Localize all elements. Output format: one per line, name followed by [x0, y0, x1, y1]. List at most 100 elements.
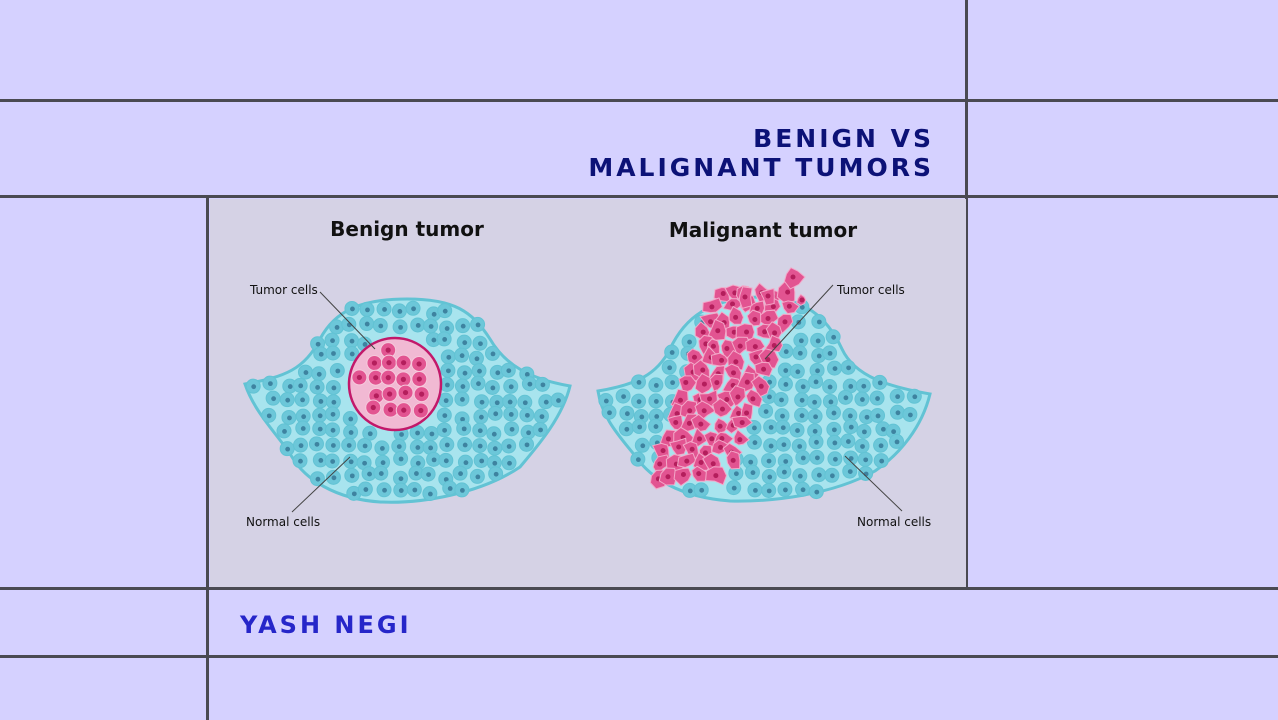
normal-cell-nucleus	[783, 349, 789, 355]
malignant-tumor-nucleus	[665, 436, 671, 442]
normal-cell-nucleus	[350, 306, 355, 312]
malignant-tumor-nucleus	[742, 294, 748, 300]
normal-cell-nucleus	[493, 471, 499, 477]
normal-cell-nucleus	[783, 487, 788, 493]
tumor-cell-nucleus	[387, 407, 394, 413]
normal-cell-nucleus	[767, 394, 772, 400]
normal-cell-nucleus	[524, 442, 530, 448]
benign-tumor-cells	[351, 342, 430, 419]
tumor-cell-nucleus	[385, 347, 391, 353]
tumor-cell-nucleus	[385, 375, 391, 381]
tumor-cell-nucleus	[370, 404, 376, 411]
normal-cell-nucleus	[475, 322, 481, 328]
normal-cell-nucleus	[863, 471, 869, 477]
malignant-tumor-cell	[673, 467, 692, 487]
normal-cell-nucleus	[766, 488, 772, 494]
malignant-tumor-nucleus	[761, 366, 767, 372]
normal-cell-nucleus	[442, 337, 448, 342]
normal-cell-nucleus	[894, 439, 900, 445]
normal-cell-nucleus	[490, 385, 496, 391]
normal-cell-nucleus	[415, 445, 421, 450]
normal-cell-nucleus	[653, 383, 659, 388]
normal-cell-nucleus	[443, 458, 449, 464]
normal-cell-nucleus	[832, 440, 838, 446]
normal-cell-nucleus	[382, 307, 387, 312]
tumor-cell-nucleus	[373, 393, 379, 399]
malignant-tumor-nucleus	[762, 329, 768, 335]
normal-cell-nucleus	[653, 399, 659, 404]
normal-cell-nucleus	[335, 368, 341, 374]
malignant-tumor-nucleus	[657, 461, 663, 467]
normal-cell-nucleus	[907, 412, 913, 418]
normal-cell-nucleus	[831, 427, 837, 433]
normal-cell-nucleus	[878, 443, 884, 449]
tumor-cell-nucleus	[400, 360, 407, 366]
malignant-tumor-nucleus	[724, 346, 730, 352]
normal-cell-nucleus	[367, 431, 373, 437]
normal-cell-nucleus	[522, 400, 528, 406]
malignant-tumor-nucleus	[703, 341, 709, 347]
page-title-line1: BENIGN VS	[753, 124, 934, 153]
normal-cell-nucleus	[431, 457, 437, 463]
normal-cell-nucleus	[880, 426, 886, 432]
normal-cell-nucleus	[399, 432, 404, 437]
normal-cell-nucleus	[895, 394, 901, 400]
normal-cell-nucleus	[494, 400, 500, 406]
normal-cell-nucleus	[768, 443, 774, 449]
normal-cell-nucleus	[538, 427, 543, 433]
malignant-tumor-leader-line	[764, 284, 834, 360]
malignant-tumor-nucleus	[732, 290, 738, 296]
malignant-tumor-nucleus	[687, 408, 693, 414]
normal-cell-nucleus	[398, 488, 404, 493]
normal-cell-nucleus	[543, 399, 549, 405]
malignant-tumor-nucleus	[719, 436, 725, 442]
normal-cell-nucleus	[442, 427, 448, 433]
normal-cell-nucleus	[767, 474, 773, 480]
benign-title: Benign tumor	[330, 217, 484, 241]
normal-cell-nucleus	[285, 446, 291, 452]
normal-cell-nucleus	[330, 338, 335, 344]
normal-cell-nucleus	[478, 414, 484, 420]
normal-cell-nucleus	[314, 441, 320, 447]
malignant-tumor-nucleus	[785, 289, 791, 295]
normal-cell-nucleus	[816, 472, 822, 478]
normal-cell-nucleus	[460, 416, 465, 422]
tumor-cell-nucleus	[356, 374, 362, 381]
normal-cell-nucleus	[462, 340, 468, 346]
normal-cell-nucleus	[287, 415, 292, 421]
malignant-tumor-nucleus	[709, 436, 715, 442]
normal-cell-nucleus	[781, 442, 787, 448]
malignant-tumor-nucleus	[790, 274, 796, 280]
normal-cell-nucleus	[364, 321, 370, 327]
normal-cell-nucleus	[362, 443, 368, 449]
normal-cell-nucleus	[877, 380, 883, 386]
normal-cell-nucleus	[492, 460, 498, 466]
normal-cell-nucleus	[687, 339, 692, 345]
normal-cell-nucleus	[763, 409, 769, 414]
malignant-tumor-nucleus	[700, 367, 706, 373]
normal-cell-nucleus	[477, 428, 483, 434]
normal-cell-nucleus	[799, 413, 805, 419]
malignant-tumor-nucleus	[707, 396, 713, 402]
malignant-tumor-nucleus	[698, 421, 704, 427]
normal-cell-nucleus	[363, 487, 369, 492]
normal-cell-nucleus	[624, 411, 630, 417]
normal-cell-nucleus	[812, 428, 818, 434]
normal-cell-nucleus	[479, 458, 485, 464]
benign-tumor-cells-label: Tumor cells	[249, 283, 318, 297]
malignant-tumor-nucleus	[771, 343, 777, 349]
malignant-tumor-nucleus	[701, 408, 707, 414]
normal-cell-nucleus	[330, 443, 336, 448]
malignant-tumor-nucleus	[684, 458, 690, 464]
normal-cell-nucleus	[398, 476, 404, 482]
normal-cell-nucleus	[459, 353, 465, 359]
normal-cell-nucleus	[300, 397, 305, 403]
normal-cell-nucleus	[442, 413, 448, 419]
normal-cell-nucleus	[752, 425, 757, 431]
normal-cell-nucleus	[526, 430, 531, 436]
normal-cell-nucleus	[845, 439, 851, 444]
normal-cell-nucleus	[460, 384, 466, 389]
normal-cell-nucleus	[476, 381, 481, 387]
normal-cell-nucleus	[349, 351, 355, 357]
benign-tumor-leader-line	[319, 291, 376, 350]
